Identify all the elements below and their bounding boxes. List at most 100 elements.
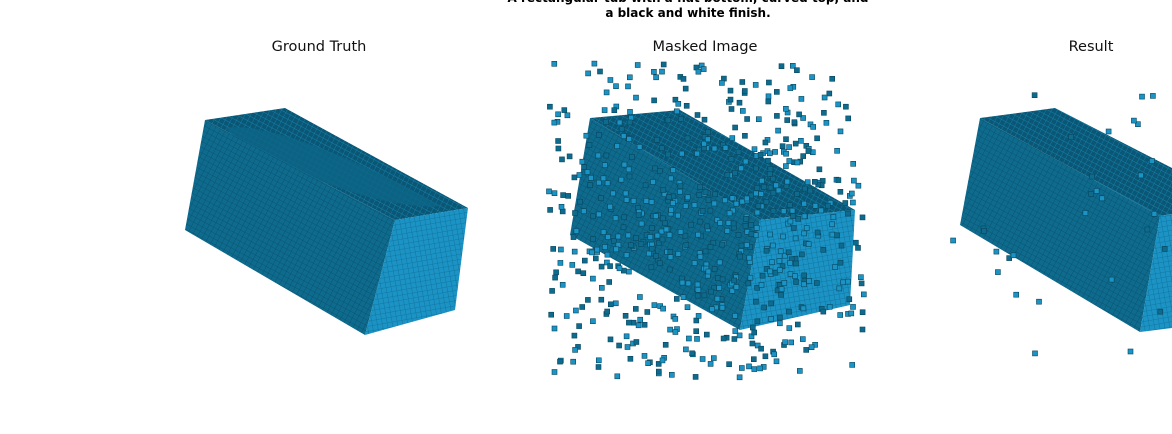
- voxel: [614, 373, 621, 380]
- voxel: [753, 225, 760, 231]
- voxel: [627, 355, 634, 362]
- voxel: [684, 304, 691, 311]
- voxel: [683, 103, 690, 109]
- voxel: [695, 313, 702, 319]
- voxel: [1013, 291, 1020, 298]
- voxel: [695, 68, 702, 75]
- voxel: [607, 301, 614, 308]
- voxel: [660, 61, 667, 68]
- voxel-object: [546, 60, 867, 381]
- voxel: [551, 190, 558, 196]
- voxel: [786, 144, 792, 150]
- voxel: [555, 111, 561, 118]
- voxel: [741, 88, 748, 94]
- voxel: [689, 350, 695, 357]
- voxel: [829, 76, 836, 82]
- voxel: [786, 158, 793, 164]
- voxel: [701, 292, 708, 299]
- voxel: [591, 60, 598, 67]
- voxel: [656, 168, 663, 174]
- voxel: [655, 361, 662, 367]
- voxel: [703, 331, 710, 338]
- voxel: [794, 67, 800, 73]
- voxel: [573, 307, 579, 314]
- voxel: [575, 344, 581, 350]
- voxel: [693, 317, 700, 324]
- voxel: [719, 241, 726, 248]
- voxel: [708, 288, 715, 295]
- voxel: [1150, 93, 1156, 99]
- voxel: [803, 225, 810, 231]
- voxel: [656, 240, 663, 246]
- voxel: [673, 108, 680, 115]
- panel-title: Result: [1069, 39, 1114, 55]
- voxel: [830, 214, 837, 220]
- voxel: [845, 115, 852, 122]
- voxel: [600, 229, 607, 235]
- voxel: [719, 80, 725, 86]
- voxel: [626, 173, 633, 180]
- voxel: [630, 319, 637, 326]
- voxel: [783, 136, 789, 142]
- voxel: [739, 108, 746, 114]
- voxel: [761, 304, 767, 311]
- voxel: [981, 228, 988, 234]
- voxel: [733, 284, 740, 290]
- tub-cavity: [225, 127, 440, 207]
- voxel: [801, 281, 807, 288]
- voxel: [837, 128, 844, 135]
- top-face: [980, 108, 1172, 216]
- voxel: [635, 212, 642, 218]
- voxel: [625, 232, 632, 239]
- voxel: [577, 198, 583, 205]
- voxel: [598, 195, 604, 201]
- voxel: [758, 191, 765, 197]
- voxel: [616, 265, 623, 272]
- voxel: [845, 210, 851, 217]
- voxel: [780, 233, 787, 240]
- voxel: [717, 220, 724, 226]
- voxel: [729, 135, 736, 141]
- voxel: [607, 336, 614, 343]
- voxel: [798, 138, 804, 144]
- voxel: [720, 335, 727, 342]
- voxel: [742, 223, 749, 229]
- voxel: [683, 346, 689, 353]
- voxel: [665, 151, 671, 158]
- voxel: [650, 179, 656, 185]
- voxel: [622, 312, 629, 319]
- voxel: [751, 146, 758, 152]
- front-face: [185, 120, 395, 335]
- voxel: [824, 202, 831, 209]
- voxel: [645, 360, 651, 367]
- voxel: [547, 207, 553, 213]
- voxel: [559, 208, 566, 215]
- voxel: [736, 99, 743, 106]
- voxel: [569, 262, 576, 268]
- voxel: [651, 97, 657, 104]
- voxel: [598, 284, 605, 291]
- voxel: [648, 199, 655, 205]
- voxel: [694, 281, 701, 288]
- voxel: [792, 235, 799, 242]
- voxel: [598, 296, 605, 303]
- voxel: [736, 332, 743, 339]
- voxel: [788, 339, 795, 346]
- voxel: [571, 248, 578, 255]
- voxel: [570, 234, 577, 240]
- voxel-object: [950, 92, 1172, 357]
- voxel: [579, 304, 586, 310]
- voxel: [733, 200, 740, 207]
- voxel: [659, 357, 666, 364]
- voxel: [560, 192, 566, 198]
- voxel: [792, 273, 798, 280]
- voxel: [659, 68, 665, 75]
- voxel: [791, 119, 798, 125]
- voxel: [768, 316, 775, 322]
- voxel: [678, 150, 685, 157]
- voxel: [559, 281, 566, 288]
- voxel: [772, 149, 778, 155]
- voxel: [845, 278, 852, 285]
- voxel: [735, 232, 742, 238]
- voxel: [745, 280, 752, 287]
